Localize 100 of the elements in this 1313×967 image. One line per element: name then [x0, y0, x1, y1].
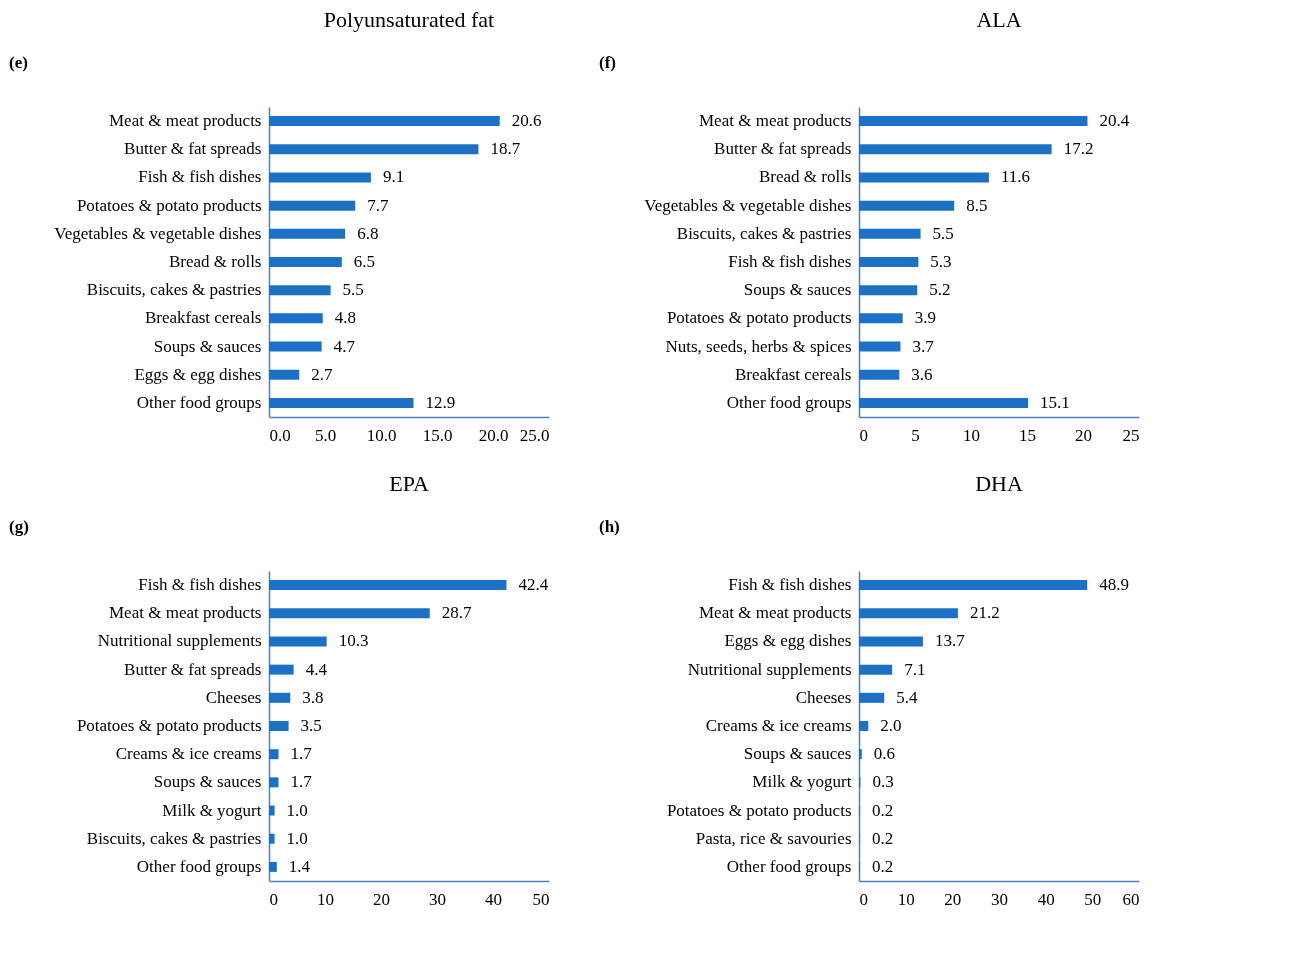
y-tick-label: Soups & sauces [153, 772, 262, 792]
data-label: 3.8 [302, 687, 324, 707]
y-tick-label: Nutritional supplements [687, 659, 852, 679]
data-label: 0.2 [871, 828, 894, 848]
data-label: 3.6 [911, 364, 933, 384]
y-tick-label: Pasta, rice & savouries [695, 828, 852, 848]
x-tick-label: 0 [269, 889, 278, 909]
data-label: 4.4 [305, 659, 328, 679]
y-tick-label: Other food groups [726, 856, 852, 876]
y-tick-label: Potatoes & potato products [666, 800, 852, 820]
x-tick-label: 10 [317, 889, 334, 909]
y-tick-label: Cheeses [795, 687, 852, 707]
y-tick-label: Other food groups [136, 856, 262, 876]
data-label: 21.2 [969, 603, 1000, 623]
data-label: 8.5 [966, 195, 988, 215]
y-tick-label: Other food groups [136, 392, 262, 412]
x-tick-label: 10 [897, 889, 915, 909]
data-label: 48.9 [1099, 575, 1129, 595]
data-label: 1.0 [286, 828, 308, 848]
x-tick-label: 30 [429, 889, 446, 909]
chart-title: ALA [976, 7, 1022, 32]
data-label: 1.4 [288, 856, 311, 876]
y-tick-label: Fish & fish dishes [138, 167, 262, 187]
y-tick-label: Breakfast cereals [144, 308, 262, 328]
x-tick-label: 50 [532, 889, 550, 909]
x-tick-label: 0.0 [269, 425, 291, 445]
y-tick-label: Creams & ice creams [705, 716, 852, 735]
data-label: 28.7 [441, 603, 472, 623]
data-label: 6.8 [357, 223, 379, 243]
y-tick-label: Butter & fat spreads [714, 139, 852, 159]
x-tick-label: 20 [1075, 425, 1092, 445]
data-label: 0.2 [871, 800, 894, 820]
x-tick-label: 15.0 [422, 425, 453, 445]
y-tick-label: Soups & sauces [153, 336, 262, 356]
x-tick-label: 20.0 [478, 425, 509, 445]
data-label: 3.7 [912, 336, 935, 356]
x-tick-label: 30 [991, 889, 1008, 909]
chart-title: Polyunsaturated fat [323, 7, 495, 32]
y-tick-label: Fish & fish dishes [728, 252, 852, 271]
text: (e) [9, 53, 28, 72]
data-label: 1.7 [290, 772, 313, 792]
data-label: 0.2 [871, 856, 894, 876]
data-label: 4.7 [333, 336, 356, 356]
chart-title: EPA [389, 471, 429, 496]
x-tick-label: 0 [859, 425, 868, 445]
data-label: 20.4 [1099, 111, 1130, 131]
y-tick-label: Butter & fat spreads [124, 139, 262, 159]
data-label: 5.5 [932, 223, 954, 243]
data-label: 18.7 [490, 139, 521, 159]
data-label: 4.8 [334, 308, 357, 328]
y-tick-label: Creams & ice creams [115, 744, 262, 764]
data-label: 11.6 [1000, 167, 1031, 187]
y-tick-label: Eggs & egg dishes [134, 364, 262, 384]
chart-title: DHA [975, 471, 1023, 496]
data-label: 10.3 [338, 631, 369, 651]
data-label: 12.9 [425, 392, 456, 412]
y-tick-label: Biscuits, cakes & pastries [86, 280, 262, 300]
data-label: 20.6 [511, 111, 542, 131]
y-tick-label: Milk & yogurt [162, 800, 262, 820]
x-tick-label: 40 [485, 889, 502, 909]
data-label: 5.4 [896, 687, 918, 707]
x-tick-label: 15 [1019, 425, 1036, 445]
data-label: 0.6 [873, 744, 896, 764]
data-label: 17.2 [1063, 139, 1094, 159]
y-tick-label: Fish & fish dishes [728, 575, 852, 595]
y-tick-label: Other food groups [726, 392, 852, 412]
data-label: 7.1 [904, 659, 926, 679]
data-label: 3.9 [914, 308, 936, 328]
x-tick-label: 60 [1122, 889, 1140, 909]
text: (g) [9, 517, 29, 536]
data-label: 7.7 [367, 195, 389, 215]
y-tick-label: Biscuits, cakes & pastries [86, 828, 262, 848]
data-label: 2.0 [880, 716, 902, 735]
x-tick-label: 10 [963, 425, 980, 445]
y-tick-label: Fish & fish dishes [138, 575, 262, 595]
text: (h) [599, 517, 620, 536]
data-label: 5.3 [930, 252, 952, 271]
x-tick-label: 25.0 [519, 425, 550, 445]
y-tick-label: Nuts, seeds, herbs & spices [665, 336, 852, 356]
x-tick-label: 0 [859, 889, 868, 909]
data-label: 1.7 [290, 744, 313, 764]
y-tick-label: Meat & meat products [699, 111, 852, 131]
y-tick-label: Meat & meat products [109, 111, 262, 131]
data-label: 42.4 [518, 575, 549, 595]
data-label: 1.0 [286, 800, 308, 820]
x-tick-label: 20 [944, 889, 962, 909]
data-label: 5.2 [929, 280, 951, 300]
y-tick-label: Nutritional supplements [97, 631, 262, 651]
y-tick-label: Milk & yogurt [752, 772, 852, 792]
y-tick-label: Vegetables & vegetable dishes [54, 223, 262, 243]
data-label: 9.1 [382, 167, 405, 187]
x-tick-label: 10.0 [366, 425, 397, 445]
y-tick-label: Bread & rolls [168, 252, 262, 271]
text: (f) [599, 53, 616, 72]
x-tick-label: 40 [1037, 889, 1055, 909]
y-tick-label: Butter & fat spreads [124, 659, 262, 679]
data-label: 15.1 [1040, 392, 1070, 412]
x-tick-label: 5.0 [314, 425, 337, 445]
y-tick-label: Soups & sauces [743, 280, 852, 300]
data-label: 3.5 [300, 716, 322, 735]
